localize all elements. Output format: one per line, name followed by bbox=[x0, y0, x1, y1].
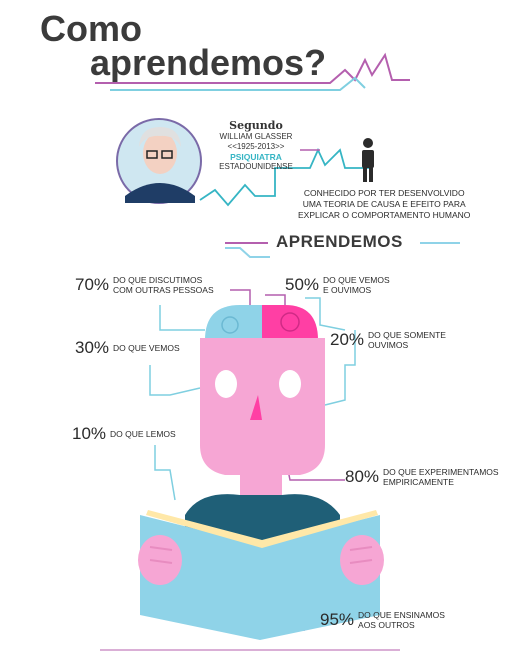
glasser-portrait bbox=[116, 118, 202, 204]
stat-95: 95% DO QUE ENSINAMOS AOS OUTROS bbox=[320, 610, 445, 630]
person-icon bbox=[362, 138, 374, 182]
author-nationality: ESTADOUNIDENSE bbox=[219, 162, 293, 171]
author-years: <<1925-2013>> bbox=[227, 142, 285, 151]
stat-20: 20% DO QUE SOMENTE OUVIMOS bbox=[330, 330, 446, 350]
stat-50: 50% DO QUE VEMOS E OUVIMOS bbox=[285, 275, 390, 295]
heading-aprendemos: APRENDEMOS bbox=[276, 232, 403, 251]
author-segundo: Segundo bbox=[229, 119, 283, 132]
stat-30: 30% DO QUE VEMOS bbox=[75, 338, 180, 357]
author-role: PSIQUIATRA bbox=[230, 152, 282, 162]
title-line1: Como bbox=[40, 8, 142, 49]
stat-70: 70% DO QUE DISCUTIMOS COM OUTRAS PESSOAS bbox=[75, 275, 214, 295]
title-line2: aprendemos? bbox=[90, 42, 327, 83]
stat-10: 10% DO QUE LEMOS bbox=[72, 424, 176, 443]
known-for-text: CONHECIDO POR TER DESENVOLVIDO UMA TEORI… bbox=[298, 188, 471, 220]
author-name: WILLIAM GLASSER bbox=[219, 132, 293, 141]
learner-figure bbox=[138, 305, 384, 640]
stat-80: 80% DO QUE EXPERIMENTAMOS EMPIRICAMENTE bbox=[345, 467, 499, 487]
author-block: Segundo WILLIAM GLASSER <<1925-2013>> PS… bbox=[200, 119, 312, 172]
